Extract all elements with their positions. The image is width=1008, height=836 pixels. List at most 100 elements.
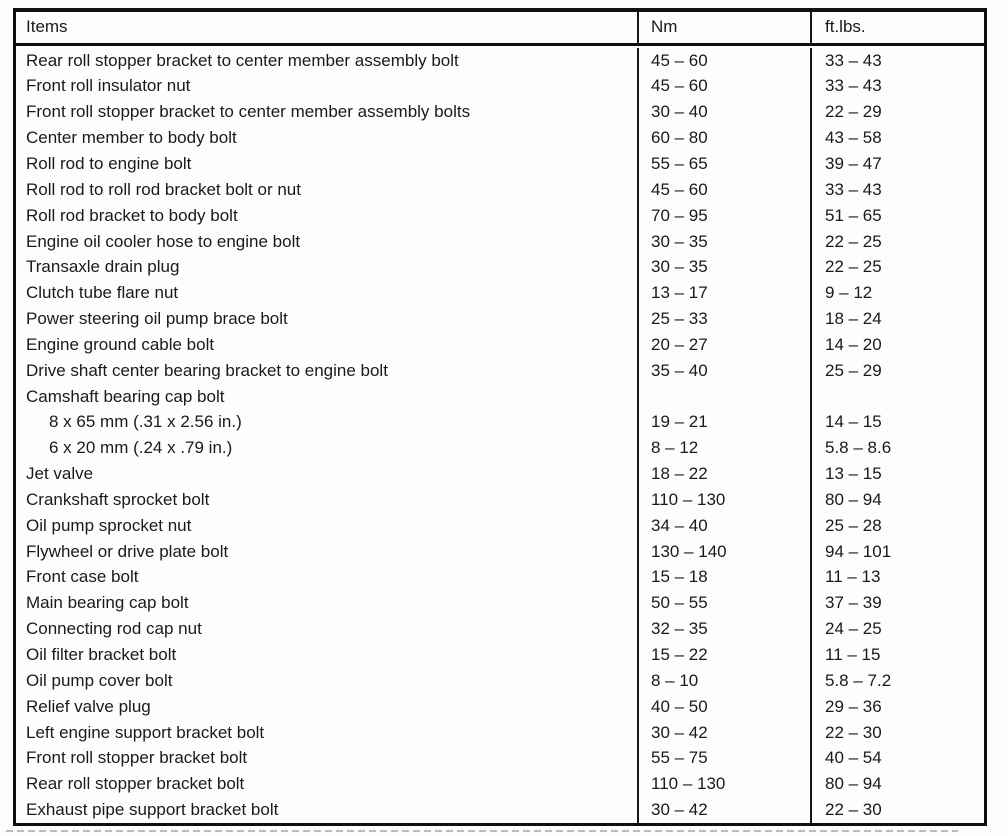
- item-cell: Camshaft bearing cap bolt: [26, 386, 225, 406]
- nm-cell: 60 – 80: [637, 125, 810, 152]
- table-row: Left engine support bracket bolt 30 – 42…: [16, 719, 984, 746]
- ftlbs-cell: 22 – 30: [810, 797, 984, 823]
- item-cell: Oil filter bracket bolt: [26, 645, 177, 665]
- ftlbs-cell: 22 – 29: [810, 99, 984, 126]
- ftlbs-cell: 18 – 24: [810, 306, 984, 332]
- item-cell: Roll rod to engine bolt: [26, 153, 192, 173]
- ftlbs-cell: 33 – 43: [810, 176, 984, 203]
- item-cell: Front case bolt: [26, 567, 139, 587]
- nm-cell: 13 – 17: [637, 280, 810, 307]
- ftlbs-cell: 11 – 13: [810, 564, 984, 591]
- item-cell: Rear roll stopper bracket to center memb…: [26, 50, 459, 70]
- table-row: Exhaust pipe support bracket bolt 30 – 4…: [16, 797, 984, 823]
- table-row: Front roll insulator nut 45 – 60 33 – 43: [16, 73, 984, 100]
- table-row: 6 x 20 mm (.24 x .79 in.) 8 – 12 5.8 – 8…: [16, 435, 984, 462]
- table-row: Engine oil cooler hose to engine bolt 30…: [16, 228, 984, 255]
- table-row: Power steering oil pump brace bolt 25 – …: [16, 306, 984, 332]
- table-row: 8 x 65 mm (.31 x 2.56 in.) 19 – 21 14 – …: [16, 409, 984, 436]
- table-row: Main bearing cap bolt 50 – 55 37 – 39: [16, 590, 984, 617]
- item-cell: Jet valve: [26, 464, 94, 484]
- table-row: Front roll stopper bracket bolt 55 – 75 …: [16, 745, 984, 772]
- ftlbs-cell: 22 – 30: [810, 719, 984, 746]
- item-cell: Roll rod to roll rod bracket bolt or nut: [26, 179, 301, 199]
- ftlbs-cell: 39 – 47: [810, 151, 984, 177]
- table-row: Drive shaft center bearing bracket to en…: [16, 357, 984, 384]
- nm-cell: 45 – 60: [637, 73, 810, 100]
- nm-cell: 19 – 21: [637, 409, 810, 436]
- table-row: Engine ground cable bolt 20 – 27 14 – 20: [16, 331, 984, 358]
- table-row: Front roll stopper bracket to center mem…: [16, 99, 984, 126]
- table-row: Roll rod to roll rod bracket bolt or nut…: [16, 176, 984, 203]
- item-cell: Crankshaft sprocket bolt: [26, 489, 210, 509]
- ftlbs-cell: 33 – 43: [810, 73, 984, 100]
- nm-cell: 50 – 55: [637, 590, 810, 617]
- nm-cell: 110 – 130: [637, 487, 810, 513]
- table-row: Connecting rod cap nut 32 – 35 24 – 25: [16, 616, 984, 643]
- ftlbs-cell: 22 – 25: [810, 254, 984, 281]
- table-row: Flywheel or drive plate bolt 130 – 140 9…: [16, 538, 984, 565]
- nm-cell: 8 – 12: [637, 435, 810, 462]
- ftlbs-cell: 43 – 58: [810, 125, 984, 152]
- ftlbs-cell: 11 – 15: [810, 642, 984, 668]
- torque-spec-table: Items Nm ft.lbs. Rear roll stopper brack…: [13, 8, 987, 826]
- table-row: Rear roll stopper bracket to center memb…: [16, 47, 984, 74]
- ftlbs-cell: 33 – 43: [810, 47, 984, 74]
- nm-cell: 18 – 22: [637, 461, 810, 488]
- item-cell: Front roll insulator nut: [26, 76, 191, 96]
- nm-cell: 25 – 33: [637, 306, 810, 332]
- nm-cell: 30 – 35: [637, 254, 810, 281]
- nm-cell: 8 – 10: [637, 667, 810, 694]
- table-row: Roll rod to engine bolt 55 – 65 39 – 47: [16, 151, 984, 177]
- nm-cell: 30 – 42: [637, 719, 810, 746]
- ftlbs-cell: 80 – 94: [810, 487, 984, 513]
- item-cell: Front roll stopper bracket bolt: [26, 748, 248, 768]
- item-cell: Exhaust pipe support bracket bolt: [26, 800, 279, 820]
- nm-cell: 30 – 40: [637, 99, 810, 126]
- item-cell: Roll rod bracket to body bolt: [26, 205, 238, 225]
- table-row: Transaxle drain plug 30 – 35 22 – 25: [16, 254, 984, 281]
- ftlbs-cell: 80 – 94: [810, 771, 984, 798]
- ftlbs-cell: 40 – 54: [810, 745, 984, 772]
- nm-cell: 45 – 60: [637, 47, 810, 74]
- table-row: Oil pump cover bolt 8 – 10 5.8 – 7.2: [16, 667, 984, 694]
- header-items: Items: [26, 17, 68, 37]
- scan-artifact-line: [6, 830, 958, 832]
- item-cell: 8 x 65 mm (.31 x 2.56 in.): [49, 412, 242, 432]
- item-cell: Left engine support bracket bolt: [26, 722, 265, 742]
- ftlbs-cell: 5.8 – 7.2: [810, 667, 984, 694]
- item-cell: Rear roll stopper bracket bolt: [26, 774, 245, 794]
- item-cell: Oil pump sprocket nut: [26, 515, 192, 535]
- table-row: Oil pump sprocket nut 34 – 40 25 – 28: [16, 512, 984, 539]
- nm-cell: 20 – 27: [637, 331, 810, 358]
- item-cell: Power steering oil pump brace bolt: [26, 309, 288, 329]
- item-cell: Engine ground cable bolt: [26, 334, 215, 354]
- ftlbs-cell: 14 – 15: [810, 409, 984, 436]
- nm-cell: 70 – 95: [637, 202, 810, 229]
- table-header-row: Items Nm ft.lbs.: [16, 12, 984, 46]
- nm-cell: 34 – 40: [637, 512, 810, 539]
- nm-cell: 55 – 75: [637, 745, 810, 772]
- item-cell: Connecting rod cap nut: [26, 619, 202, 639]
- ftlbs-cell: 25 – 28: [810, 512, 984, 539]
- nm-cell: 45 – 60: [637, 176, 810, 203]
- nm-cell: 30 – 42: [637, 797, 810, 823]
- ftlbs-cell: 24 – 25: [810, 616, 984, 643]
- table-row: Clutch tube flare nut 13 – 17 9 – 12: [16, 280, 984, 307]
- ftlbs-cell: 29 – 36: [810, 693, 984, 720]
- nm-cell: 15 – 18: [637, 564, 810, 591]
- item-cell: Relief valve plug: [26, 696, 151, 716]
- nm-cell: 30 – 35: [637, 228, 810, 255]
- header-ftlbs: ft.lbs.: [810, 12, 984, 43]
- item-cell: Main bearing cap bolt: [26, 593, 189, 613]
- ftlbs-cell: 9 – 12: [810, 280, 984, 307]
- item-cell: 6 x 20 mm (.24 x .79 in.): [49, 438, 233, 458]
- item-cell: Center member to body bolt: [26, 128, 237, 148]
- ftlbs-cell: 37 – 39: [810, 590, 984, 617]
- nm-cell: [637, 383, 810, 410]
- item-cell: Clutch tube flare nut: [26, 283, 179, 303]
- nm-cell: 110 – 130: [637, 771, 810, 798]
- table-row: Front case bolt 15 – 18 11 – 13: [16, 564, 984, 591]
- nm-cell: 15 – 22: [637, 642, 810, 668]
- item-cell: Transaxle drain plug: [26, 257, 180, 277]
